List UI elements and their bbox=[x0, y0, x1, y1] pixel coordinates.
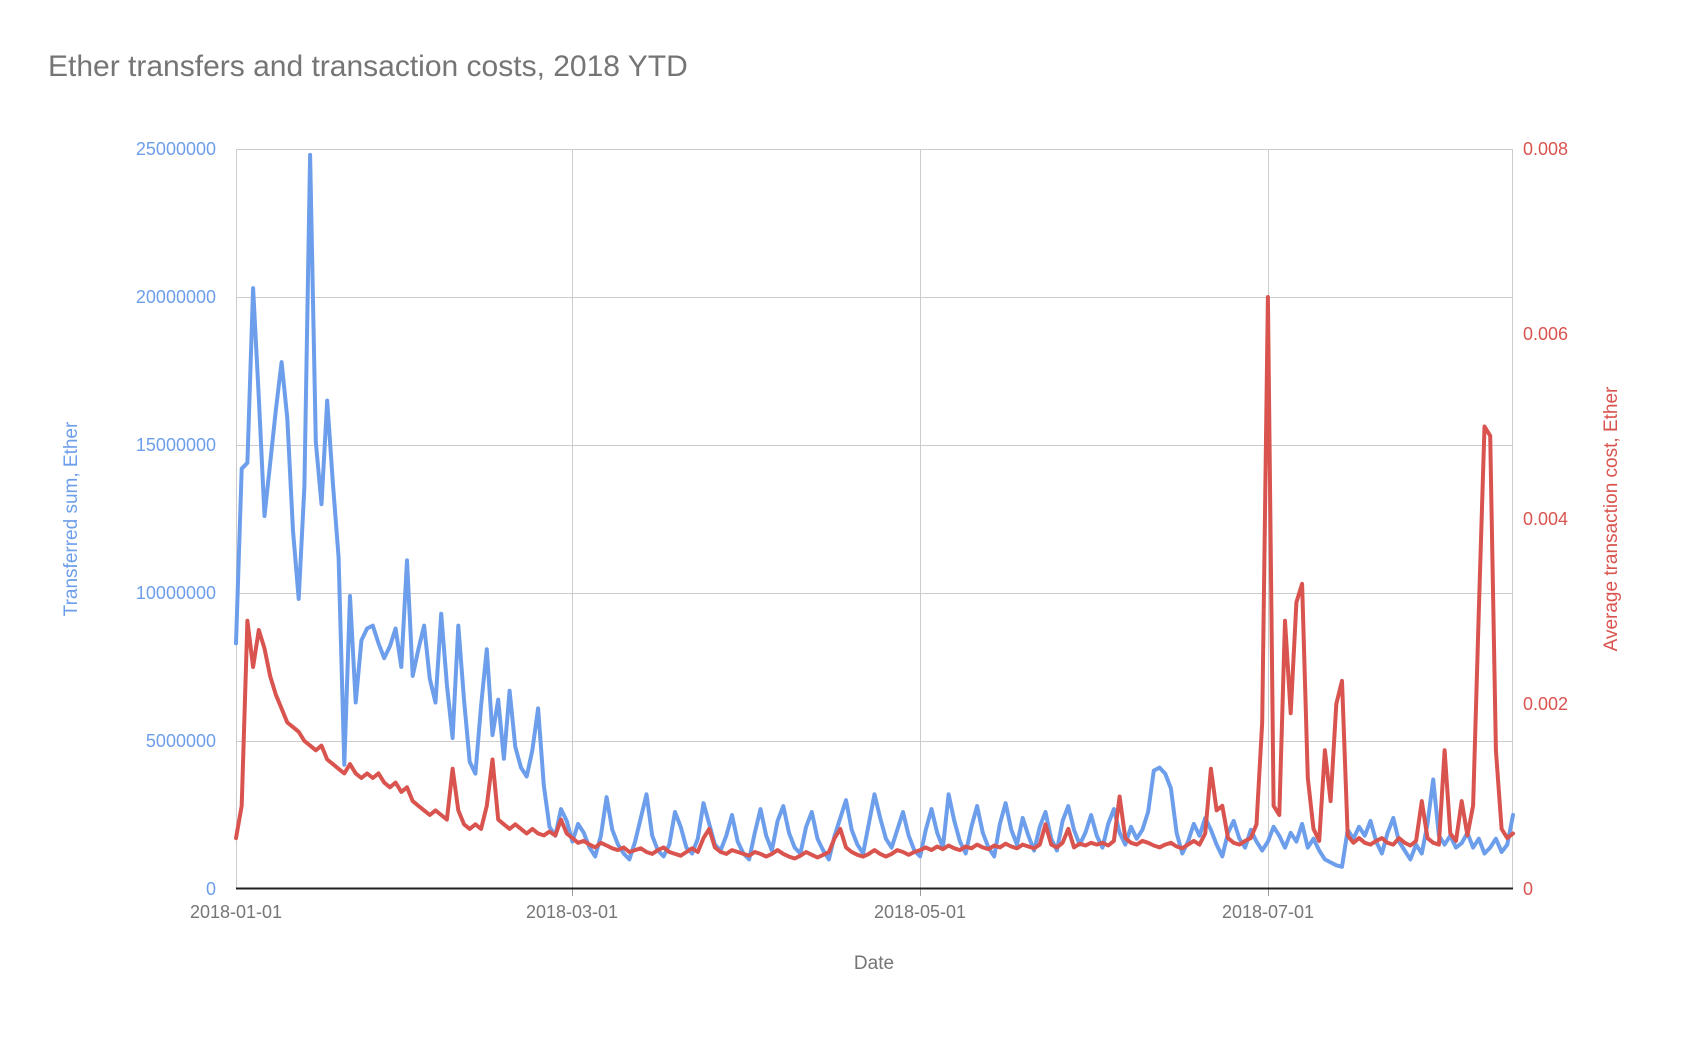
left-axis-tick-15m: 15000000 bbox=[135, 435, 216, 455]
right-axis-tick-0004: 0.004 bbox=[1523, 509, 1569, 529]
left-axis-tick-5m: 5000000 bbox=[145, 731, 216, 751]
left-axis-tick-25m: 25000000 bbox=[135, 139, 216, 159]
transferred-sum-line[interactable] bbox=[234, 152, 1515, 869]
right-axis-tick-0002: 0.002 bbox=[1523, 694, 1569, 714]
right-axis-tick-0008: 0.008 bbox=[1523, 139, 1569, 159]
x-axis-tick-mar: 2018-03-01 bbox=[525, 902, 619, 922]
right-axis-tick-0006: 0.006 bbox=[1523, 324, 1569, 344]
avg-transaction-cost-line[interactable] bbox=[234, 295, 1515, 861]
x-axis-tick-jan: 2018-01-01 bbox=[189, 902, 283, 922]
x-axis-tick-marks bbox=[572, 889, 1269, 896]
x-axis-tick-jul: 2018-07-01 bbox=[1221, 902, 1315, 922]
left-axis-tick-20m: 20000000 bbox=[135, 287, 216, 307]
left-axis-tick-0: 0 bbox=[205, 879, 216, 899]
series-lines[interactable] bbox=[234, 152, 1515, 869]
x-axis-title: Date bbox=[853, 953, 895, 974]
x-axis-tick-may: 2018-05-01 bbox=[873, 902, 967, 922]
left-axis-tick-10m: 10000000 bbox=[135, 583, 216, 603]
gridlines bbox=[236, 149, 1513, 889]
right-axis-tick-0: 0 bbox=[1523, 879, 1534, 899]
chart-title: Ether transfers and transaction costs, 2… bbox=[48, 50, 688, 83]
